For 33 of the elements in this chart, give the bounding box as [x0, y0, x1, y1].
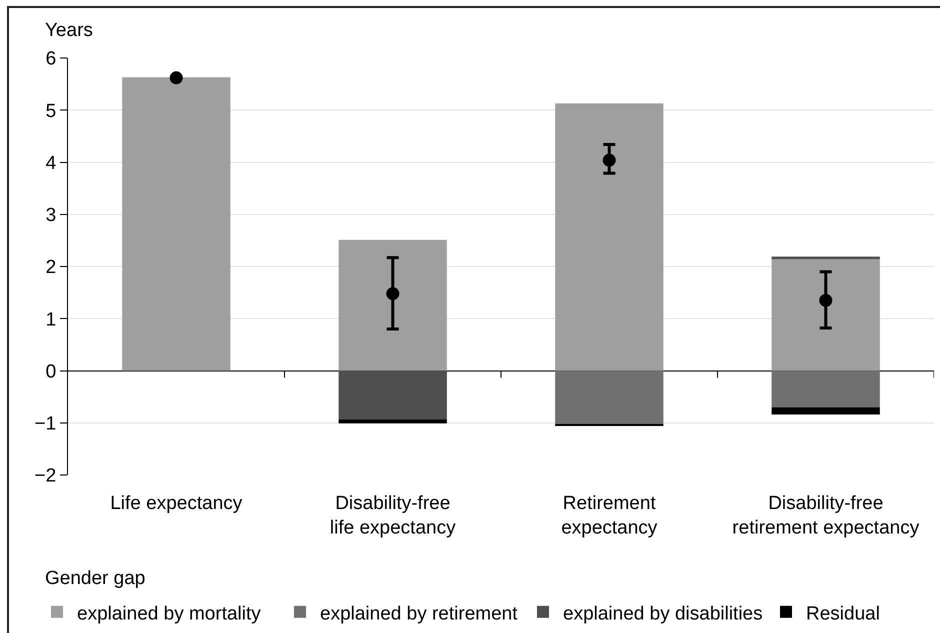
y-axis-title: Years: [45, 20, 93, 41]
y-tick-label: −1: [34, 414, 56, 435]
y-tick-label: 0: [46, 361, 56, 382]
legend-label: explained by disabilities: [563, 603, 763, 624]
x-tick-label: Disability-free life expectancy: [330, 493, 456, 539]
bar: [772, 259, 880, 371]
bar: [772, 370, 880, 408]
y-tick-label: 3: [46, 205, 56, 226]
y-tick-label: 1: [46, 309, 56, 330]
point: [386, 287, 400, 300]
x-tick-label: Retirement expectancy: [561, 493, 658, 539]
point: [602, 154, 616, 167]
y-tick-label: 6: [46, 48, 56, 70]
y-tick-label: 4: [46, 152, 57, 174]
bar: [772, 256, 880, 260]
x-tick-label: Disability-free retirement expectancy: [732, 493, 920, 539]
bar: [555, 370, 664, 424]
legend-label: explained by mortality: [77, 603, 262, 624]
y-tick-label: 2: [46, 257, 56, 278]
legend-label: Residual: [806, 603, 880, 624]
legend-title: Gender gap: [45, 568, 146, 589]
point: [819, 294, 832, 307]
legend-label: explained by retirement: [320, 603, 518, 624]
y-tick-label: −2: [34, 466, 56, 487]
x-tick-label: Life expectancy: [110, 493, 243, 514]
bar: [772, 407, 880, 415]
bar: [338, 240, 447, 371]
bar: [338, 370, 447, 420]
bar: [338, 419, 447, 424]
bar: [122, 77, 230, 371]
bar: [555, 103, 664, 371]
point: [170, 71, 183, 84]
y-tick-label: 5: [46, 100, 56, 122]
